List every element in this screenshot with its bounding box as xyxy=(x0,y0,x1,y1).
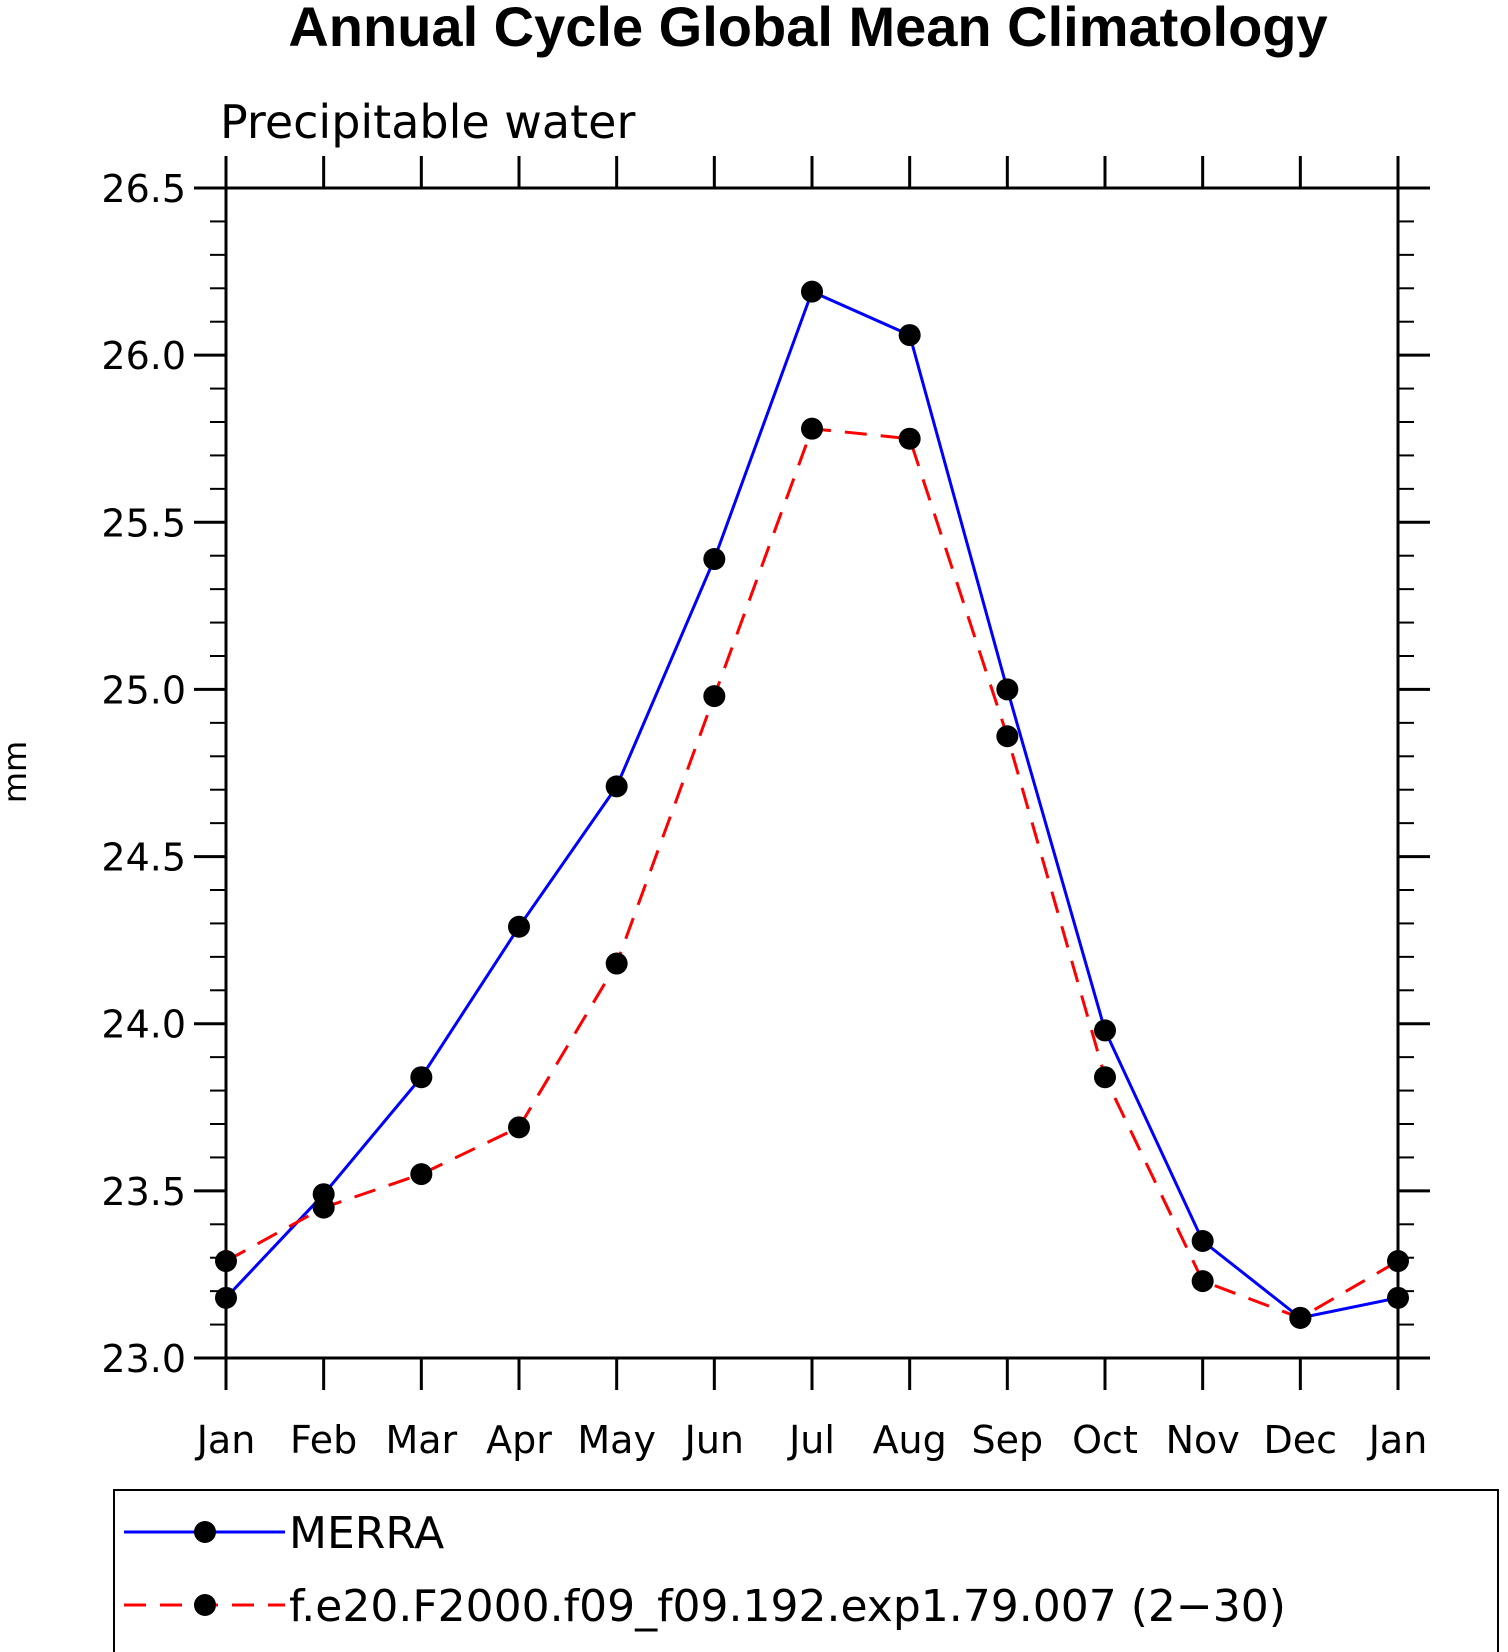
data-point-series-1 xyxy=(605,952,628,975)
data-point-series-0 xyxy=(996,678,1019,701)
y-tick-label: 24.0 xyxy=(101,1003,186,1047)
x-tick-label: Jan xyxy=(195,1418,256,1462)
y-axis-label: mm xyxy=(0,741,34,803)
y-tick-label: 25.0 xyxy=(101,668,186,712)
legend-box xyxy=(113,1489,1499,1652)
data-point-series-1 xyxy=(996,725,1019,748)
series-line-1 xyxy=(225,427,1399,1320)
x-tick-label: Jan xyxy=(1367,1418,1428,1462)
legend-label-model: f.e20.F2000.f09_f09.192.exp1.79.007 (2−3… xyxy=(289,1581,1286,1632)
data-point-series-1 xyxy=(1387,1250,1409,1273)
data-point-series-0 xyxy=(605,775,628,798)
data-point-series-1 xyxy=(508,1116,530,1139)
chart-subtitle: Precipitable water xyxy=(220,95,635,149)
data-point-series-0 xyxy=(898,324,921,347)
x-tick-label: Oct xyxy=(1072,1418,1138,1462)
data-point-series-1 xyxy=(312,1196,335,1219)
legend-label-merra: MERRA xyxy=(289,1508,444,1559)
data-point-series-1 xyxy=(1094,1066,1116,1089)
y-tick-label: 24.5 xyxy=(101,836,186,880)
legend-item-model: f.e20.F2000.f09_f09.192.exp1.79.007 (2−3… xyxy=(124,1581,1286,1632)
data-point-series-0 xyxy=(1094,1019,1116,1042)
x-tick-label: Jul xyxy=(787,1418,835,1462)
data-point-series-1 xyxy=(215,1250,237,1273)
x-tick-label: Aug xyxy=(873,1418,947,1462)
y-tick-label: 26.0 xyxy=(101,334,186,378)
data-point-series-1 xyxy=(1289,1306,1312,1329)
x-tick-label: Jun xyxy=(683,1418,744,1462)
series-line-0 xyxy=(224,289,1399,1320)
x-tick-label: May xyxy=(577,1418,656,1462)
data-point-series-0 xyxy=(215,1286,237,1309)
x-tick-label: Mar xyxy=(385,1418,457,1462)
legend-marker-merra xyxy=(194,1521,216,1543)
data-point-series-1 xyxy=(1191,1270,1214,1293)
plot-frame xyxy=(224,186,1400,1360)
legend-marker-model xyxy=(194,1594,216,1616)
data-point-series-0 xyxy=(1191,1230,1214,1252)
y-tick-label: 26.5 xyxy=(101,167,186,211)
data-point-series-1 xyxy=(898,427,921,450)
y-tick-label: 23.0 xyxy=(101,1337,186,1381)
x-tick-label: Apr xyxy=(486,1418,552,1462)
data-point-series-0 xyxy=(508,915,530,938)
data-point-series-1 xyxy=(410,1163,433,1186)
y-tick-label: 23.5 xyxy=(101,1170,186,1214)
x-tick-label: Nov xyxy=(1166,1418,1240,1462)
series-layer xyxy=(215,280,1409,1329)
data-point-series-0 xyxy=(1387,1286,1409,1309)
y-tick-label: 25.5 xyxy=(101,501,186,545)
data-point-series-0 xyxy=(410,1066,433,1089)
data-point-series-0 xyxy=(801,280,823,303)
legend-item-merra: MERRA xyxy=(124,1508,444,1559)
axes: Jan Feb Mar Apr May Jun Jul Aug Sep Oct Nov Dec Jan2… xyxy=(101,156,1430,1462)
x-tick-label: Dec xyxy=(1264,1418,1338,1462)
data-point-series-1 xyxy=(801,417,823,440)
x-tick-label: Feb xyxy=(290,1418,357,1462)
data-point-series-0 xyxy=(703,548,726,571)
data-point-series-1 xyxy=(703,685,726,708)
x-tick-label: Sep xyxy=(972,1418,1044,1462)
chart-title: Annual Cycle Global Mean Climatology xyxy=(288,0,1327,58)
